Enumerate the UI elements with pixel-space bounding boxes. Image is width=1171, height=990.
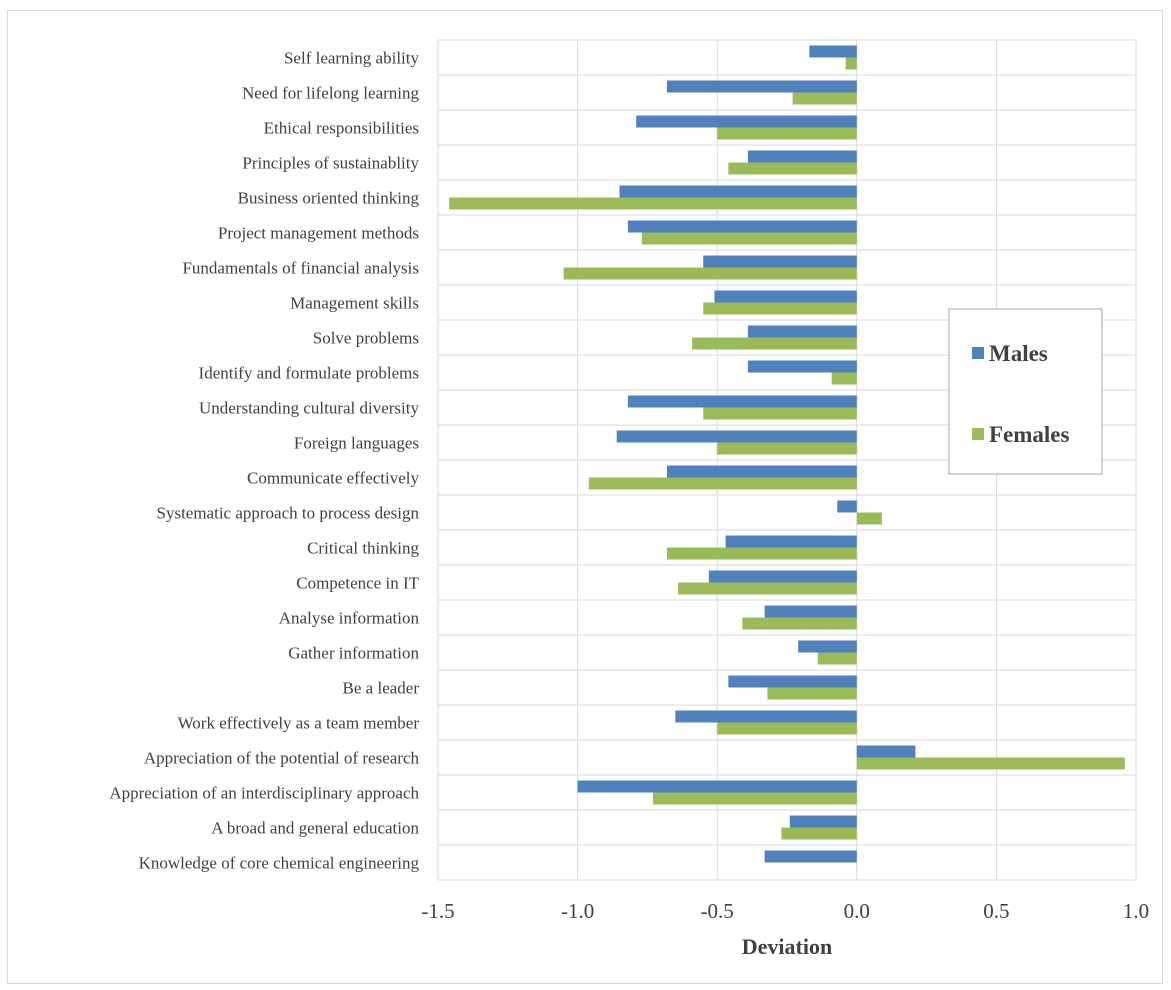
category-label: Business oriented thinking	[238, 189, 420, 208]
bar-females-3	[728, 162, 857, 175]
category-label: Gather information	[288, 644, 419, 663]
category-label: Identify and formulate problems	[199, 364, 419, 383]
legend-label-females: Females	[989, 422, 1070, 447]
bar-males-9	[747, 360, 857, 373]
bar-males-2	[636, 115, 857, 128]
category-label: Management skills	[290, 294, 419, 313]
bar-females-12	[588, 477, 857, 490]
bar-males-1	[666, 80, 857, 93]
bar-females-5	[641, 232, 857, 245]
category-label: Competence in IT	[296, 574, 419, 593]
bar-males-8	[747, 325, 857, 338]
bar-females-4	[449, 197, 857, 210]
category-label: Be a leader	[343, 679, 420, 698]
category-label: Analyse information	[279, 609, 420, 628]
bar-males-5	[627, 220, 857, 233]
category-label: Solve problems	[313, 329, 419, 348]
bar-females-14	[666, 547, 857, 560]
bar-females-20	[856, 757, 1125, 770]
category-label: Critical thinking	[307, 539, 419, 558]
bar-males-20	[856, 745, 916, 758]
bar-females-7	[703, 302, 857, 315]
bar-males-7	[714, 290, 857, 303]
bar-males-4	[619, 185, 857, 198]
category-label: A broad and general education	[211, 819, 419, 838]
bar-females-2	[717, 127, 857, 140]
bar-females-19	[717, 722, 857, 735]
bar-females-8	[692, 337, 857, 350]
category-label: Foreign languages	[294, 434, 419, 453]
category-label: Principles of sustainablity	[242, 154, 419, 173]
x-tick-label: 0.0	[844, 899, 870, 923]
bar-males-23	[764, 850, 857, 863]
x-tick-label: 0.5	[983, 899, 1009, 923]
category-label: Appreciation of the potential of researc…	[144, 749, 420, 768]
x-tick-label: -1.0	[561, 899, 594, 923]
category-label: Need for lifelong learning	[242, 84, 420, 103]
category-label: Work effectively as a team member	[178, 714, 420, 733]
bar-females-18	[767, 687, 857, 700]
category-label: Knowledge of core chemical engineering	[139, 854, 420, 873]
bars	[449, 45, 1125, 863]
bar-females-16	[742, 617, 857, 630]
bar-males-10	[627, 395, 857, 408]
bar-females-6	[563, 267, 857, 280]
x-tick-label: 1.0	[1123, 899, 1149, 923]
bar-females-17	[817, 652, 857, 665]
legend-swatch-males	[972, 347, 984, 359]
bar-males-11	[616, 430, 857, 443]
legend-swatch-females	[972, 428, 984, 440]
legend-box	[948, 308, 1103, 475]
category-label: Appreciation of an interdisciplinary app…	[109, 784, 419, 803]
bar-males-6	[703, 255, 857, 268]
bar-males-3	[747, 150, 857, 163]
bar-males-13	[837, 500, 857, 513]
bar-females-22	[781, 827, 857, 840]
bar-females-13	[856, 512, 882, 525]
bar-females-10	[703, 407, 857, 420]
bar-females-11	[717, 442, 857, 455]
category-label: Systematic approach to process design	[157, 504, 420, 523]
bar-males-19	[675, 710, 857, 723]
bar-males-14	[725, 535, 857, 548]
category-label: Self learning ability	[284, 49, 420, 68]
x-tick-label: -0.5	[701, 899, 734, 923]
bar-females-1	[792, 92, 857, 105]
bar-males-12	[666, 465, 857, 478]
bar-females-0	[845, 57, 857, 70]
category-label: Fundamentals of financial analysis	[182, 259, 419, 278]
bar-males-0	[809, 45, 857, 58]
bar-females-21	[652, 792, 857, 805]
bar-females-15	[678, 582, 857, 595]
bar-males-17	[798, 640, 857, 653]
bar-females-9	[831, 372, 857, 385]
legend-label-males: Males	[989, 341, 1048, 366]
x-tick-labels: -1.5 -1.0 -0.5 0.0 0.5 1.0	[421, 899, 1149, 923]
bar-males-22	[789, 815, 857, 828]
chart-frame	[7, 10, 1163, 984]
bar-males-15	[708, 570, 857, 583]
category-label: Project management methods	[218, 224, 419, 243]
category-label: Ethical responsibilities	[264, 119, 419, 138]
bar-males-18	[728, 675, 857, 688]
bar-males-16	[764, 605, 857, 618]
bar-males-21	[577, 780, 857, 793]
gridlines	[437, 39, 1137, 881]
x-tick-label: -1.5	[421, 899, 454, 923]
x-axis-title: Deviation	[742, 934, 832, 959]
legend: Males Females	[948, 308, 1103, 475]
category-label: Communicate effectively	[247, 469, 419, 488]
category-labels: Self learning ability Need for lifelong l…	[109, 49, 419, 873]
category-label: Understanding cultural diversity	[199, 399, 420, 418]
